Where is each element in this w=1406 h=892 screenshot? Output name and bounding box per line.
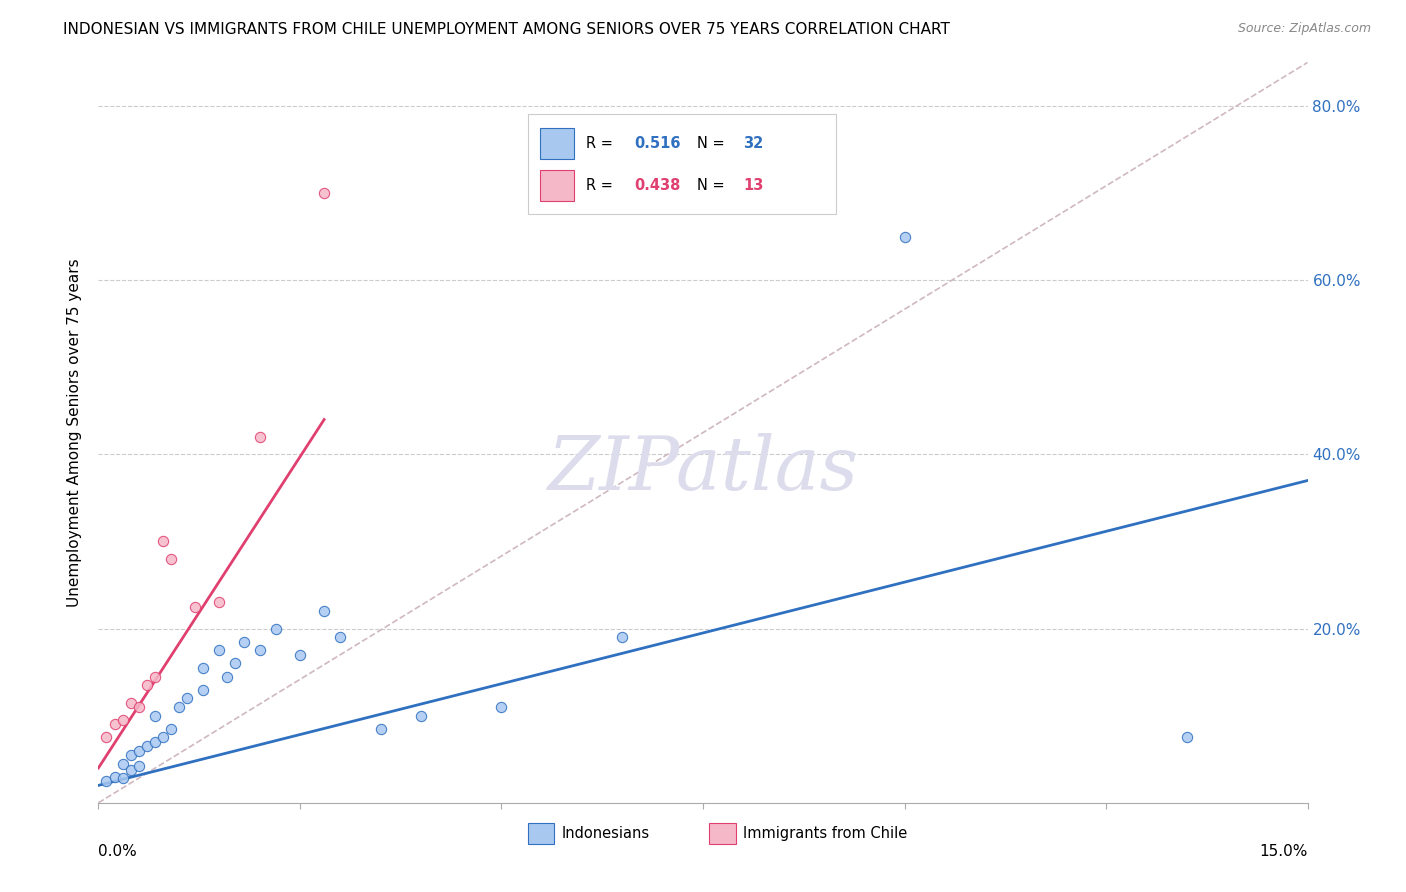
Point [264, 622, 287, 636]
Point [160, 552, 183, 566]
Point [103, 770, 125, 784]
Point [167, 700, 190, 714]
Point [120, 763, 142, 777]
Point [491, 700, 513, 714]
Point [193, 682, 215, 697]
FancyBboxPatch shape [527, 822, 554, 844]
Point [208, 643, 231, 657]
Point [160, 722, 183, 736]
Point [314, 186, 336, 200]
Text: R =: R = [586, 136, 617, 151]
Text: 32: 32 [742, 136, 763, 151]
Point [893, 229, 915, 244]
Point [135, 678, 157, 692]
Text: 0.438: 0.438 [634, 178, 681, 193]
Text: 0.0%: 0.0% [98, 844, 138, 858]
Point [314, 604, 336, 618]
Text: N =: N = [697, 136, 730, 151]
Point [1175, 731, 1198, 745]
Point [249, 430, 271, 444]
FancyBboxPatch shape [540, 169, 574, 201]
Point [111, 713, 134, 727]
Point [143, 735, 166, 749]
Text: 0.516: 0.516 [634, 136, 681, 151]
Point [96, 731, 118, 745]
Text: N =: N = [697, 178, 730, 193]
Point [128, 743, 150, 757]
Point [329, 630, 352, 644]
Point [128, 759, 150, 773]
Point [111, 756, 134, 771]
Text: Immigrants from Chile: Immigrants from Chile [742, 826, 907, 840]
Point [152, 731, 174, 745]
Point [103, 717, 125, 731]
Text: Source: ZipAtlas.com: Source: ZipAtlas.com [1237, 22, 1371, 36]
Point [120, 696, 142, 710]
Text: ZIPatlas: ZIPatlas [547, 434, 859, 506]
FancyBboxPatch shape [709, 822, 735, 844]
Point [288, 648, 311, 662]
Point [120, 747, 142, 762]
Point [249, 643, 271, 657]
Point [409, 708, 432, 723]
Point [143, 708, 166, 723]
Point [111, 772, 134, 786]
FancyBboxPatch shape [540, 128, 574, 159]
Text: 15.0%: 15.0% [1260, 844, 1308, 858]
Y-axis label: Unemployment Among Seniors over 75 years: Unemployment Among Seniors over 75 years [67, 259, 83, 607]
Text: Indonesians: Indonesians [561, 826, 650, 840]
Point [152, 534, 174, 549]
Point [184, 599, 207, 614]
Point [128, 700, 150, 714]
Point [612, 630, 634, 644]
Point [143, 669, 166, 683]
Point [217, 669, 239, 683]
Point [193, 661, 215, 675]
Point [96, 774, 118, 789]
FancyBboxPatch shape [527, 114, 837, 214]
Text: INDONESIAN VS IMMIGRANTS FROM CHILE UNEMPLOYMENT AMONG SENIORS OVER 75 YEARS COR: INDONESIAN VS IMMIGRANTS FROM CHILE UNEM… [63, 22, 950, 37]
Point [135, 739, 157, 754]
Point [370, 722, 392, 736]
Point [176, 691, 198, 706]
Text: 13: 13 [742, 178, 763, 193]
Point [224, 657, 246, 671]
Point [232, 634, 254, 648]
Text: R =: R = [586, 178, 617, 193]
Point [208, 595, 231, 609]
